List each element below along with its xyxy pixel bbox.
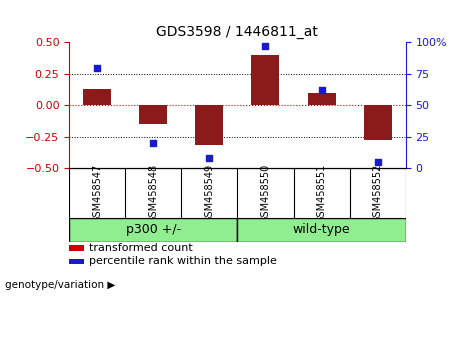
Text: GSM458547: GSM458547 — [92, 164, 102, 223]
Point — [206, 155, 213, 161]
Bar — [307, 93, 336, 105]
Bar — [69, 245, 84, 251]
Bar — [139, 105, 167, 124]
Point — [318, 87, 325, 93]
Text: percentile rank within the sample: percentile rank within the sample — [89, 256, 277, 267]
Text: GSM458552: GSM458552 — [372, 163, 383, 223]
Point — [374, 159, 381, 165]
Bar — [364, 105, 392, 140]
Point — [149, 140, 157, 146]
Text: GSM458551: GSM458551 — [317, 164, 326, 223]
Text: transformed count: transformed count — [89, 244, 193, 253]
Bar — [237, 218, 406, 242]
Bar — [69, 258, 84, 264]
Bar — [69, 218, 237, 242]
Point — [94, 65, 101, 70]
Text: GSM458548: GSM458548 — [148, 164, 158, 223]
Title: GDS3598 / 1446811_at: GDS3598 / 1446811_at — [156, 25, 319, 39]
Point — [262, 44, 269, 49]
Bar — [195, 105, 224, 145]
Text: wild-type: wild-type — [293, 223, 350, 236]
Text: GSM458550: GSM458550 — [260, 164, 271, 223]
Bar — [83, 89, 111, 105]
Bar — [251, 55, 279, 105]
Text: GSM458549: GSM458549 — [204, 164, 214, 223]
Text: genotype/variation ▶: genotype/variation ▶ — [5, 280, 115, 290]
Text: p300 +/-: p300 +/- — [126, 223, 181, 236]
